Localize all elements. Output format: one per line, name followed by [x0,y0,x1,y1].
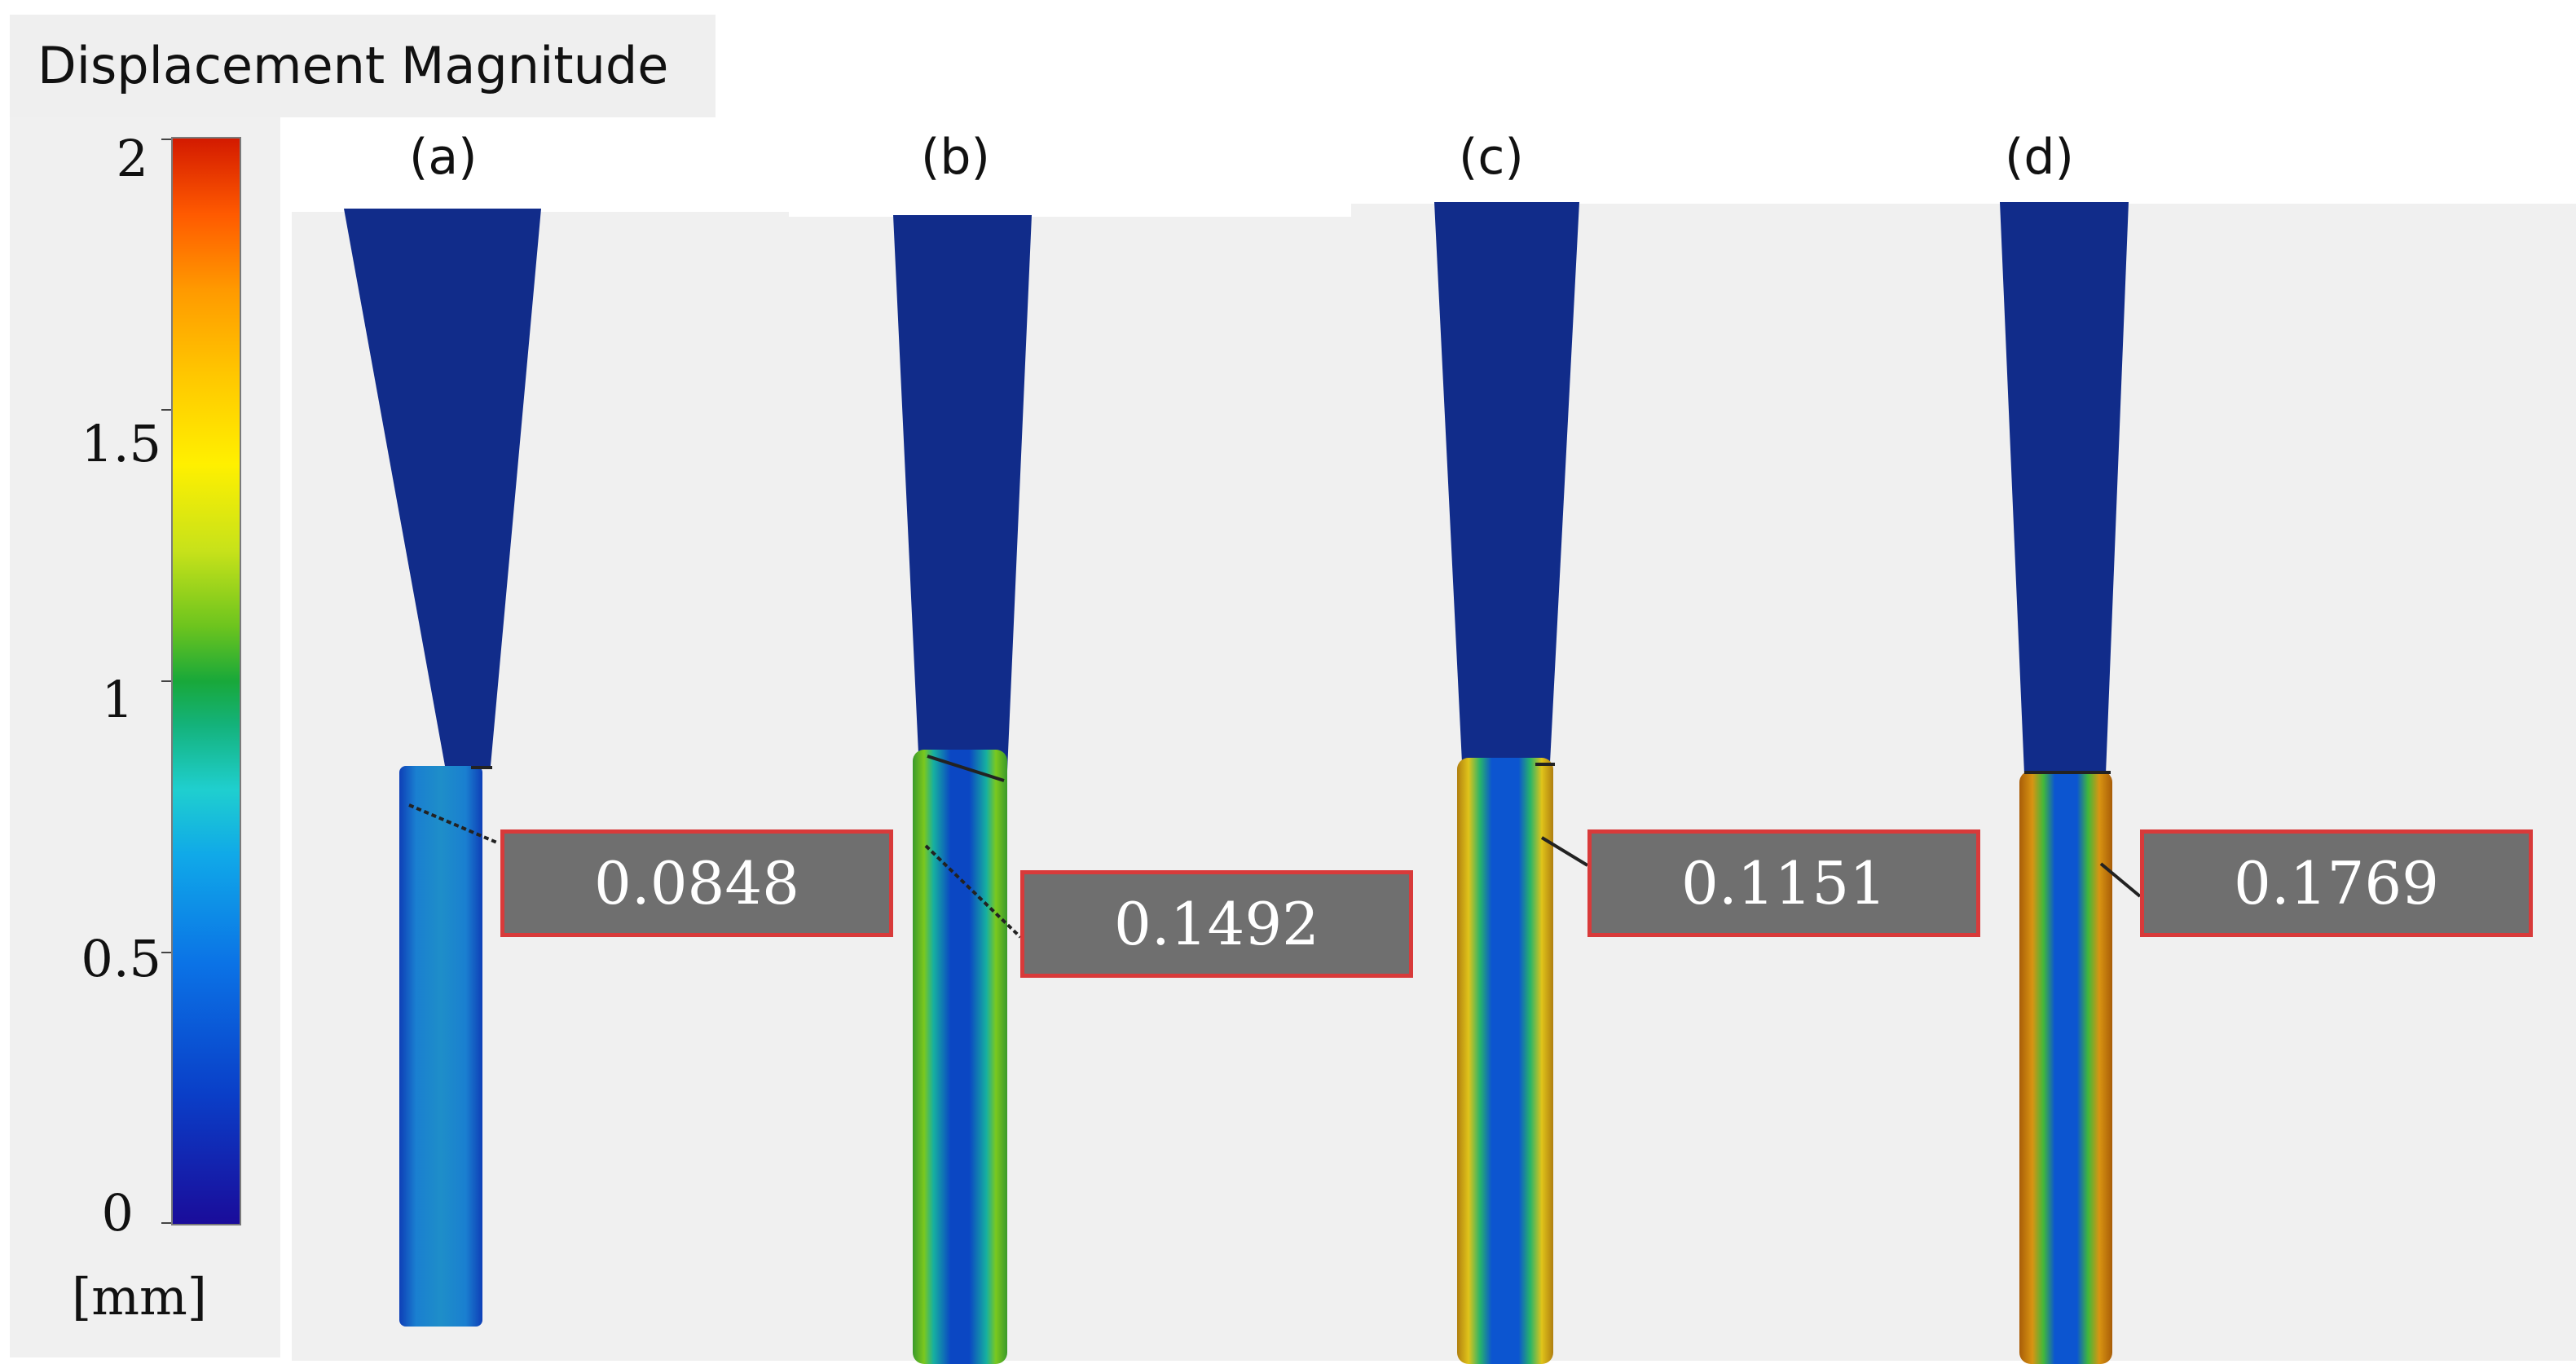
colorbar-tick-mark [161,680,171,682]
callout-leader [927,755,1005,782]
nozzle-cone [1434,202,1579,763]
callout-leader [2099,862,2142,898]
legend-title: Displacement Magnitude [10,15,716,117]
colorbar [171,137,241,1225]
nozzle-cone [2000,202,2129,774]
nozzle-tube [1457,758,1553,1364]
panel-label-d: (d) [2005,129,2074,186]
colorbar-tick-mark [161,409,171,411]
callout-value-a: 0.0848 [500,829,893,937]
nozzle-cone [344,209,541,766]
callout-leader [924,844,1022,939]
panel-label-b: (b) [921,129,990,186]
colorbar-tick-mark [161,952,171,953]
colorbar-unit-label: [mm] [72,1267,207,1327]
panel-label-a: (a) [409,129,478,186]
model-a [344,209,541,1327]
model-d [2000,202,2142,1364]
callout-value-c: 0.1151 [1587,829,1980,937]
callout-value-b: 0.1492 [1020,870,1413,978]
colorbar-tick-mark [161,139,171,140]
nozzle-tube [913,750,1007,1364]
panel-label-c: (c) [1459,129,1524,186]
header-strip [789,121,1351,217]
nozzle-cone [893,215,1032,771]
model-c [1434,202,1589,1364]
header-strip [292,121,789,212]
callout-value-d: 0.1769 [2140,829,2533,937]
callout-leader [1540,836,1589,867]
colorbar-tick-label: 2 [116,129,148,188]
colorbar-tick-label: 0 [101,1183,134,1243]
colorbar-tick-mark [161,1222,171,1224]
model-b [893,215,1032,1364]
nozzle-tube [2019,771,2112,1364]
colorbar-tick-label: 1 [101,670,134,729]
header-strip [1351,121,2576,204]
colorbar-tick-label: 1.5 [81,414,161,473]
colorbar-tick-label: 0.5 [81,929,161,988]
nozzle-tube [399,766,482,1327]
simulation-panel [292,121,2576,1361]
